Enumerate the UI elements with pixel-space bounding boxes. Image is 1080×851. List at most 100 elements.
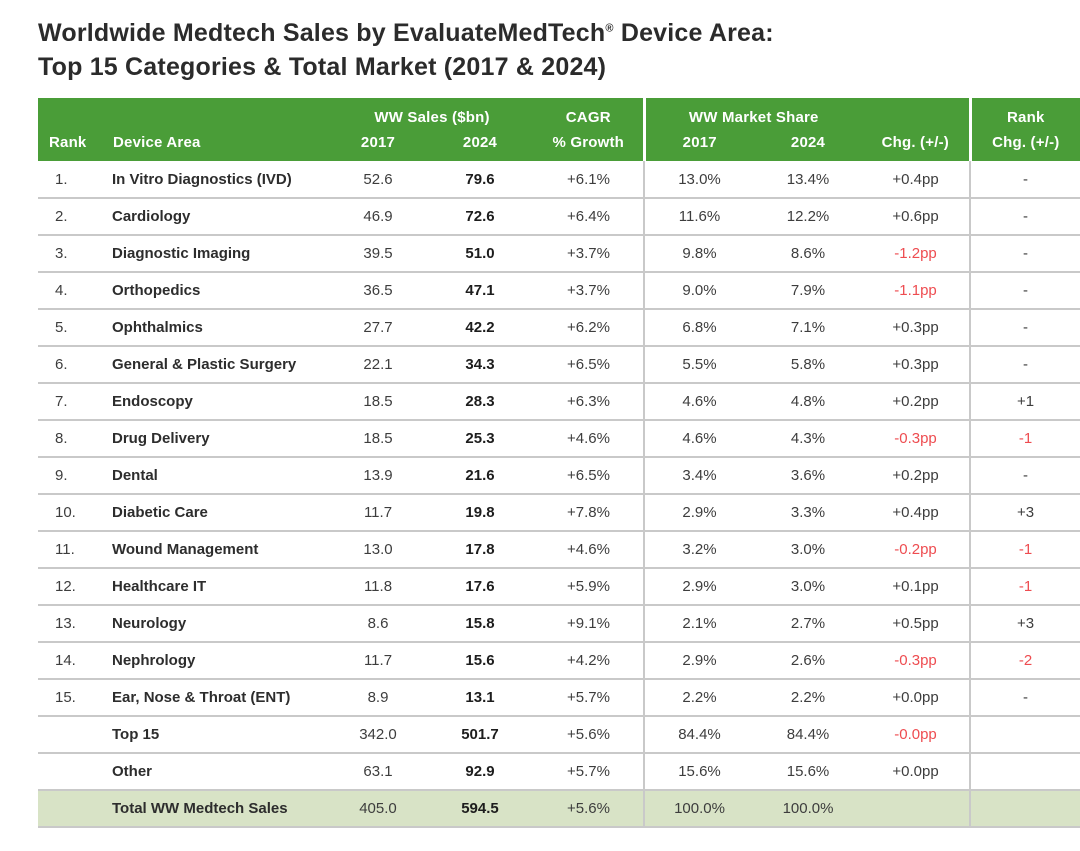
- rank-cell: 6.: [38, 346, 102, 384]
- cagr-growth-cell: +5.6%: [534, 790, 644, 828]
- share-2024-cell: 7.9%: [754, 272, 863, 310]
- device-area-cell: Orthopedics: [102, 272, 330, 310]
- device-area-cell: Diabetic Care: [102, 494, 330, 532]
- table-row: 11. Wound Management 13.0 17.8 +4.6% 3.2% 3.0%…: [38, 531, 1080, 569]
- share-2017-cell: 4.6%: [643, 420, 754, 458]
- share-2017-cell: 6.8%: [643, 309, 754, 347]
- cagr-growth-cell: +6.1%: [534, 161, 644, 199]
- device-area-cell: Ear, Nose & Throat (ENT): [102, 679, 330, 717]
- group-header-empty-chg: [862, 98, 971, 131]
- rank-cell: [38, 716, 102, 754]
- rank-chg-cell: [969, 716, 1080, 754]
- title-text-after-mark: Device Area:: [613, 19, 774, 47]
- sales-2024-cell: 25.3: [426, 420, 534, 458]
- device-area-cell: Total WW Medtech Sales: [102, 790, 330, 828]
- header-share-2024: 2024: [754, 131, 863, 161]
- share-chg-cell: +0.2pp: [862, 383, 971, 421]
- share-2024-cell: 2.2%: [754, 679, 863, 717]
- title-text-before-mark: Worldwide Medtech Sales by EvaluateMedTe…: [38, 19, 606, 47]
- rank-chg-cell: -2: [969, 642, 1080, 680]
- group-header-rank: Rank: [968, 98, 1080, 131]
- table-row: 9. Dental 13.9 21.6 +6.5% 3.4% 3.6% +0.2pp -: [38, 457, 1080, 495]
- share-2017-cell: 100.0%: [643, 790, 754, 828]
- table-body: 1. In Vitro Diagnostics (IVD) 52.6 79.6 +6.1…: [38, 161, 1080, 828]
- share-2017-cell: 3.2%: [643, 531, 754, 569]
- rank-cell: 14.: [38, 642, 102, 680]
- sales-2024-cell: 15.8: [426, 605, 534, 643]
- share-2024-cell: 2.6%: [754, 642, 863, 680]
- share-2024-cell: 3.3%: [754, 494, 863, 532]
- share-chg-cell: -1.1pp: [862, 272, 971, 310]
- rank-cell: 4.: [38, 272, 102, 310]
- rank-cell: 10.: [38, 494, 102, 532]
- sales-2024-cell: 28.3: [426, 383, 534, 421]
- cagr-growth-cell: +3.7%: [534, 235, 644, 273]
- share-2017-cell: 2.9%: [643, 494, 754, 532]
- cagr-growth-cell: +6.5%: [534, 457, 644, 495]
- sales-2017-cell: 36.5: [330, 272, 426, 310]
- rank-cell: 11.: [38, 531, 102, 569]
- rank-cell: 15.: [38, 679, 102, 717]
- header-cagr-growth: % Growth: [534, 131, 644, 161]
- rank-chg-cell: -: [969, 309, 1080, 347]
- share-chg-cell: [862, 790, 971, 828]
- sales-2017-cell: 39.5: [330, 235, 426, 273]
- device-area-cell: Other: [102, 753, 330, 791]
- table-row: 6. General & Plastic Surgery 22.1 34.3 +6.5%…: [38, 346, 1080, 384]
- share-2024-cell: 100.0%: [754, 790, 863, 828]
- sales-2017-cell: 8.6: [330, 605, 426, 643]
- share-2017-cell: 3.4%: [643, 457, 754, 495]
- device-area-cell: Ophthalmics: [102, 309, 330, 347]
- rank-chg-cell: -: [969, 272, 1080, 310]
- share-2017-cell: 2.2%: [643, 679, 754, 717]
- share-2024-cell: 4.3%: [754, 420, 863, 458]
- share-2024-cell: 2.7%: [754, 605, 863, 643]
- rank-chg-cell: -1: [969, 531, 1080, 569]
- sales-2017-cell: 13.9: [330, 457, 426, 495]
- registered-mark: ®: [605, 22, 614, 35]
- cagr-growth-cell: +6.5%: [534, 346, 644, 384]
- share-chg-cell: -1.2pp: [862, 235, 971, 273]
- rank-cell: 5.: [38, 309, 102, 347]
- device-area-cell: Nephrology: [102, 642, 330, 680]
- sales-2017-cell: 22.1: [330, 346, 426, 384]
- table-row: 4. Orthopedics 36.5 47.1 +3.7% 9.0% 7.9% -1.1pp…: [38, 272, 1080, 310]
- device-area-cell: General & Plastic Surgery: [102, 346, 330, 384]
- sales-2017-cell: 63.1: [330, 753, 426, 791]
- device-area-cell: Endoscopy: [102, 383, 330, 421]
- device-area-cell: Healthcare IT: [102, 568, 330, 606]
- page-title-line1: Worldwide Medtech Sales by EvaluateMedTe…: [38, 16, 1042, 50]
- rank-chg-cell: -: [969, 161, 1080, 199]
- sales-2024-cell: 92.9: [426, 753, 534, 791]
- total-row: Total WW Medtech Sales 405.0 594.5 +5.6% 100…: [38, 790, 1080, 828]
- header-rank-chg: Chg. (+/-): [968, 131, 1080, 161]
- table-header: WW Sales ($bn) CAGR WW Market Share Rank…: [38, 98, 1080, 161]
- rank-cell: 12.: [38, 568, 102, 606]
- rank-cell: 3.: [38, 235, 102, 273]
- share-chg-cell: -0.2pp: [862, 531, 971, 569]
- rank-chg-cell: +3: [969, 605, 1080, 643]
- rank-chg-cell: -1: [969, 568, 1080, 606]
- device-area-cell: In Vitro Diagnostics (IVD): [102, 161, 330, 199]
- cagr-growth-cell: +5.6%: [534, 716, 644, 754]
- header-sales-2017: 2017: [330, 131, 426, 161]
- rank-cell: 2.: [38, 198, 102, 236]
- sales-2017-cell: 405.0: [330, 790, 426, 828]
- share-chg-cell: +0.0pp: [862, 679, 971, 717]
- sales-2024-cell: 501.7: [426, 716, 534, 754]
- cagr-growth-cell: +5.7%: [534, 679, 644, 717]
- share-2017-cell: 11.6%: [643, 198, 754, 236]
- share-chg-cell: +0.2pp: [862, 457, 971, 495]
- table-row: 5. Ophthalmics 27.7 42.2 +6.2% 6.8% 7.1% +0.3pp…: [38, 309, 1080, 347]
- share-chg-cell: +0.6pp: [862, 198, 971, 236]
- rank-chg-cell: [969, 753, 1080, 791]
- rank-chg-cell: -: [969, 235, 1080, 273]
- share-2024-cell: 5.8%: [754, 346, 863, 384]
- sales-2024-cell: 79.6: [426, 161, 534, 199]
- sales-2024-cell: 21.6: [426, 457, 534, 495]
- device-area-cell: Neurology: [102, 605, 330, 643]
- cagr-growth-cell: +4.6%: [534, 531, 644, 569]
- sales-2017-cell: 11.8: [330, 568, 426, 606]
- rank-chg-cell: -: [969, 198, 1080, 236]
- group-header-cagr: CAGR: [534, 98, 644, 131]
